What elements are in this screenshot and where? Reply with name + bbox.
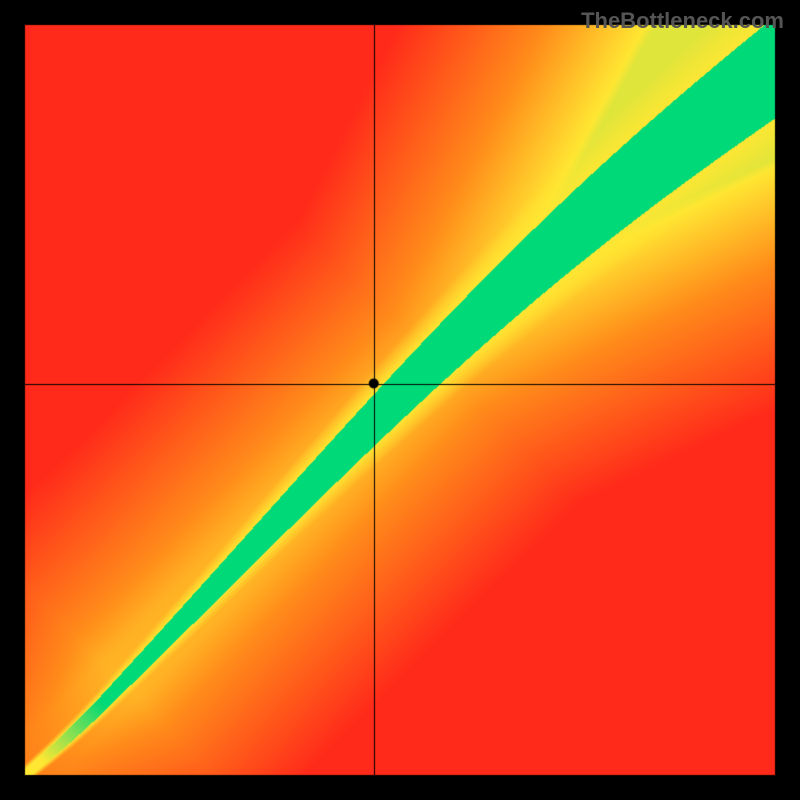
- heatmap-canvas: [0, 0, 800, 800]
- watermark-text: TheBottleneck.com: [581, 8, 784, 34]
- chart-container: TheBottleneck.com: [0, 0, 800, 800]
